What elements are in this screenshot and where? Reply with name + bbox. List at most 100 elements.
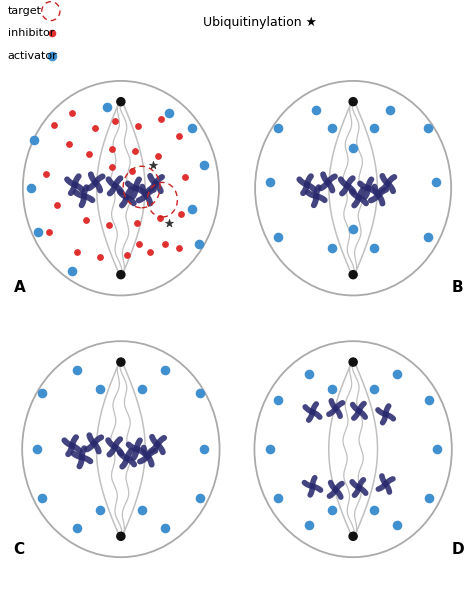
Point bbox=[96, 253, 104, 262]
Text: activator: activator bbox=[8, 50, 57, 61]
Point bbox=[370, 384, 378, 394]
Point bbox=[424, 123, 432, 133]
Point bbox=[175, 132, 182, 141]
Text: D: D bbox=[452, 542, 465, 557]
Circle shape bbox=[349, 98, 357, 106]
Point bbox=[34, 227, 42, 237]
Point bbox=[46, 227, 53, 237]
Point bbox=[38, 388, 46, 398]
Point bbox=[34, 444, 41, 454]
Point bbox=[266, 177, 274, 187]
Point bbox=[370, 123, 378, 133]
Point bbox=[111, 117, 119, 126]
Point bbox=[69, 108, 76, 118]
Point bbox=[305, 369, 313, 379]
Text: target: target bbox=[8, 6, 42, 16]
Text: B: B bbox=[451, 280, 463, 296]
Text: Ubiquitinylation ★: Ubiquitinylation ★ bbox=[203, 16, 317, 29]
Point bbox=[195, 239, 203, 248]
Circle shape bbox=[349, 271, 357, 279]
Point bbox=[108, 163, 116, 172]
Point bbox=[42, 169, 50, 179]
Point bbox=[425, 396, 432, 405]
Point bbox=[274, 396, 282, 405]
Point bbox=[196, 388, 204, 398]
Point bbox=[106, 220, 113, 230]
Point bbox=[146, 246, 154, 256]
Point bbox=[266, 444, 273, 454]
Point bbox=[149, 160, 157, 170]
Point bbox=[328, 384, 336, 394]
Point bbox=[393, 520, 401, 529]
Point bbox=[156, 213, 164, 223]
Point bbox=[136, 239, 143, 248]
Point bbox=[161, 523, 169, 533]
Point bbox=[182, 172, 189, 181]
Point bbox=[386, 105, 394, 115]
Point bbox=[134, 121, 142, 131]
Point bbox=[200, 160, 208, 170]
Circle shape bbox=[117, 98, 125, 106]
Point bbox=[328, 504, 336, 514]
Point bbox=[433, 444, 440, 454]
Point bbox=[82, 215, 90, 225]
Point bbox=[201, 444, 208, 454]
Point bbox=[161, 239, 168, 248]
Point bbox=[425, 493, 432, 503]
Point bbox=[96, 504, 104, 514]
Point bbox=[349, 143, 357, 153]
Point bbox=[138, 504, 146, 514]
Point bbox=[274, 493, 282, 503]
Point bbox=[27, 183, 35, 193]
Point bbox=[73, 365, 81, 375]
Point bbox=[328, 243, 336, 253]
Point bbox=[73, 246, 81, 256]
Point bbox=[370, 504, 378, 514]
Point bbox=[432, 177, 440, 187]
Text: A: A bbox=[14, 280, 26, 296]
Text: inhibitor: inhibitor bbox=[8, 29, 54, 38]
Point bbox=[133, 218, 141, 228]
Point bbox=[38, 493, 46, 503]
Point bbox=[108, 144, 116, 154]
Circle shape bbox=[117, 358, 125, 366]
Point bbox=[65, 140, 73, 149]
Point bbox=[274, 123, 282, 133]
Point bbox=[128, 166, 136, 176]
Point bbox=[123, 250, 130, 260]
Point bbox=[161, 365, 169, 375]
Point bbox=[50, 120, 58, 130]
Point bbox=[48, 51, 56, 61]
Circle shape bbox=[349, 358, 357, 366]
Circle shape bbox=[117, 532, 125, 540]
Text: C: C bbox=[13, 542, 24, 557]
Point bbox=[189, 123, 196, 133]
Circle shape bbox=[117, 271, 125, 279]
Point bbox=[196, 493, 204, 503]
Point bbox=[96, 384, 104, 394]
Circle shape bbox=[349, 532, 357, 540]
Point bbox=[31, 135, 38, 144]
Point bbox=[69, 266, 76, 276]
Point bbox=[305, 520, 313, 529]
Point bbox=[157, 114, 165, 124]
Point bbox=[138, 384, 146, 394]
Point bbox=[370, 243, 378, 253]
Point bbox=[312, 105, 320, 115]
Point bbox=[54, 200, 61, 211]
Point bbox=[154, 151, 162, 161]
Point bbox=[48, 29, 56, 38]
Point bbox=[175, 243, 182, 253]
Point bbox=[165, 108, 173, 118]
Point bbox=[91, 123, 99, 133]
Point bbox=[349, 224, 357, 234]
Point bbox=[274, 232, 282, 242]
Point bbox=[103, 103, 111, 112]
Point bbox=[131, 146, 138, 156]
Point bbox=[73, 523, 81, 533]
Point bbox=[393, 369, 401, 379]
Point bbox=[328, 123, 336, 133]
Point bbox=[85, 149, 92, 158]
Point bbox=[165, 218, 173, 228]
Point bbox=[189, 204, 196, 214]
